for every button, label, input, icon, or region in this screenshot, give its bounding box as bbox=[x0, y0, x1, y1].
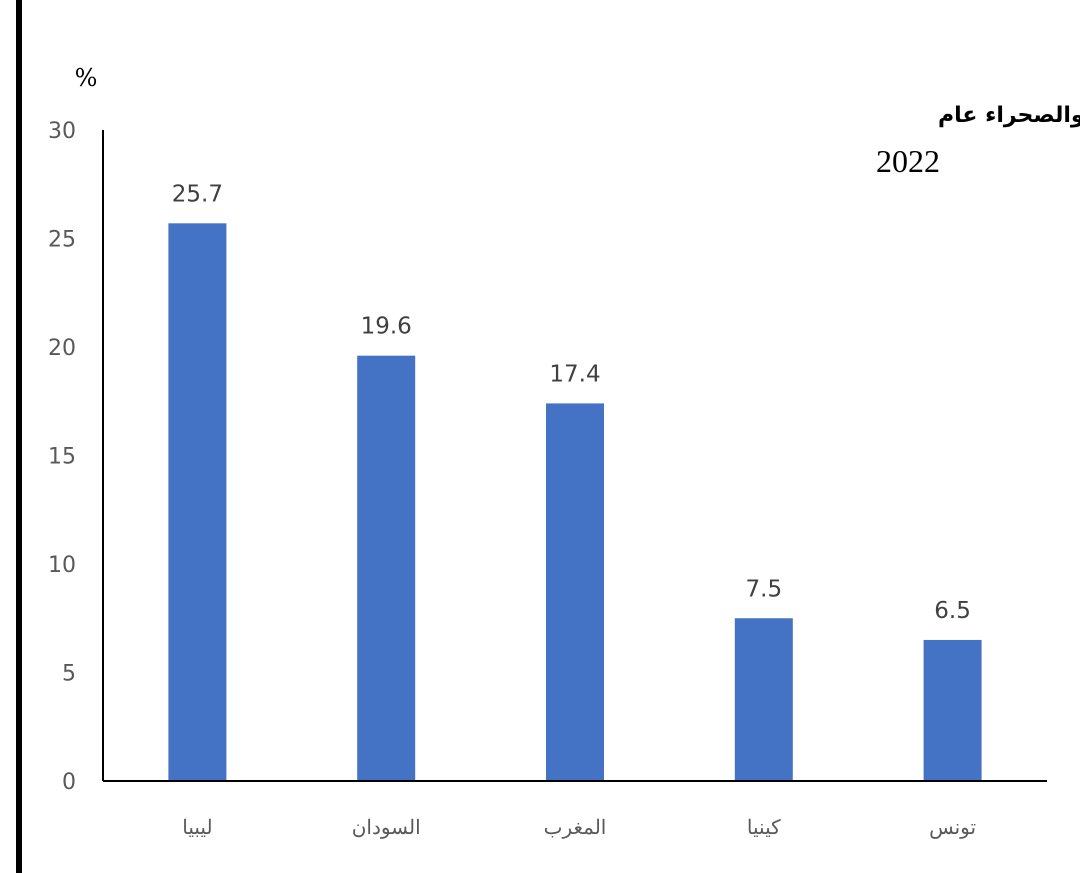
y-tick-label: 25 bbox=[48, 228, 76, 253]
category-label: تونس bbox=[929, 815, 976, 839]
category-labels: ليبيا السودان المغرب كينيا تونس bbox=[182, 815, 976, 839]
bar bbox=[734, 618, 793, 781]
y-tick-label: 30 bbox=[48, 119, 76, 144]
left-border bbox=[16, 0, 22, 873]
category-label: السودان bbox=[352, 815, 421, 839]
chart-title: التوزيع النسبى لأهم صادرات مصر ودول السا… bbox=[938, 100, 1080, 128]
y-tick-label: 15 bbox=[48, 445, 76, 470]
title-background bbox=[240, 92, 950, 184]
bar bbox=[546, 403, 604, 781]
bar-value-label: 6.5 bbox=[934, 598, 971, 624]
data-labels: 25.7 19.6 17.4 7.5 6.5 bbox=[172, 181, 971, 624]
category-label: كينيا bbox=[747, 815, 781, 839]
bar-value-label: 17.4 bbox=[549, 361, 600, 387]
y-axis-ticks: 0 5 10 15 20 25 30 bbox=[48, 119, 76, 795]
y-tick-label: 20 bbox=[48, 336, 76, 361]
bar-value-label: 7.5 bbox=[746, 576, 783, 602]
y-tick-label: 10 bbox=[48, 553, 76, 578]
category-label: المغرب bbox=[544, 815, 607, 839]
bar bbox=[168, 223, 227, 781]
y-tick-label: 0 bbox=[62, 770, 76, 795]
bar bbox=[923, 639, 982, 781]
bar-value-label: 25.7 bbox=[172, 181, 223, 207]
bar bbox=[357, 355, 416, 781]
bars bbox=[168, 223, 982, 781]
bar-value-label: 19.6 bbox=[361, 314, 412, 340]
category-label: ليبيا bbox=[182, 815, 212, 839]
chart-subtitle-year: 2022 bbox=[876, 143, 940, 179]
y-axis-unit-label: % bbox=[75, 64, 98, 92]
y-tick-label: 5 bbox=[62, 662, 76, 687]
